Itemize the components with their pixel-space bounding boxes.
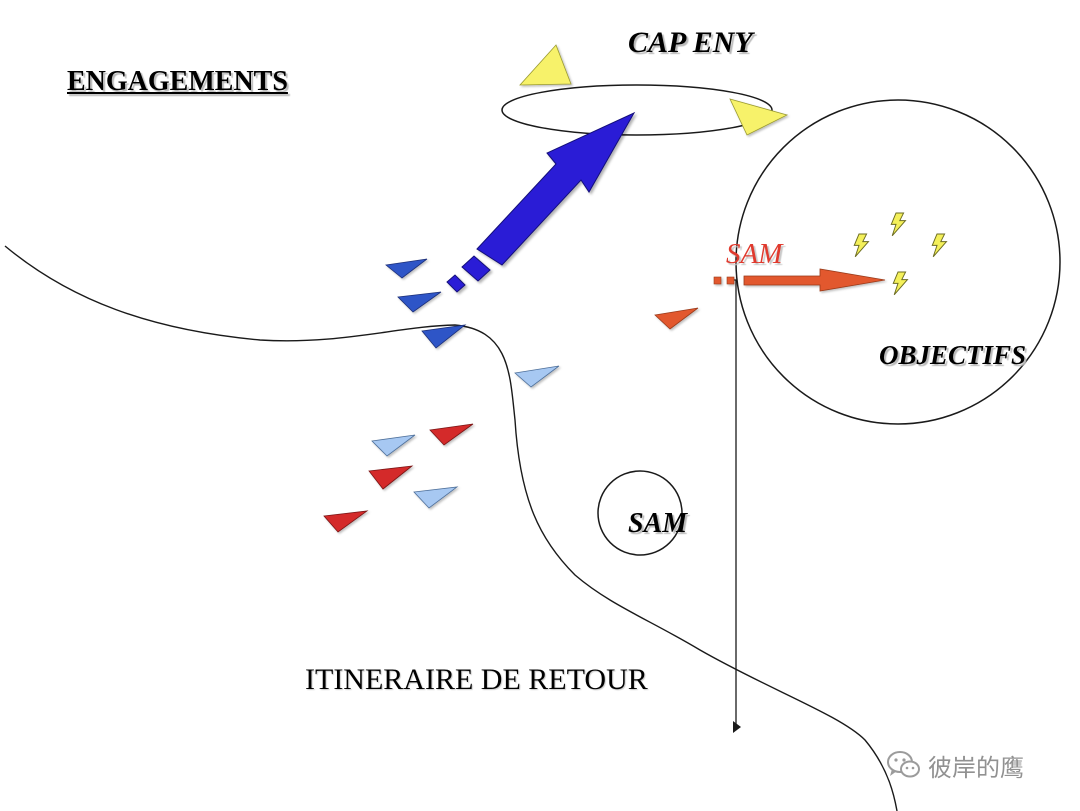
hostile-aircraft bbox=[323, 510, 369, 533]
friendly-aircraft bbox=[385, 258, 428, 279]
return-route-arrowhead bbox=[733, 721, 741, 733]
friendly-aircraft-light bbox=[514, 365, 560, 388]
sam-site-label: SAM bbox=[628, 508, 688, 539]
page-title: ENGAGEMENTS bbox=[67, 66, 288, 97]
lightning-bolt-icon bbox=[892, 271, 909, 296]
hostile-aircraft bbox=[368, 465, 414, 490]
sam-threat-arrow-dash bbox=[726, 276, 735, 285]
watermark-text: 彼岸的鹰 bbox=[928, 753, 1024, 782]
sam-threat-arrow bbox=[713, 268, 886, 292]
friendly-aircraft-light bbox=[371, 434, 416, 457]
attack-arrow-dash bbox=[461, 255, 491, 282]
friendly-aircraft bbox=[397, 291, 442, 313]
sam-threat-arrow-body bbox=[743, 268, 886, 292]
lightning-bolt-icon bbox=[853, 233, 870, 258]
sam-site-circle bbox=[597, 470, 683, 556]
lightning-bolt-icon bbox=[890, 212, 907, 237]
attack-arrow-body bbox=[476, 111, 636, 266]
hostile-aircraft bbox=[429, 423, 474, 446]
friendly-escort bbox=[371, 365, 560, 509]
enemy-cap-aircraft bbox=[519, 44, 572, 86]
friendly-aircraft bbox=[421, 324, 467, 349]
sam-aircraft bbox=[654, 307, 699, 330]
objectives-label: OBJECTIFS bbox=[879, 340, 1027, 370]
sam-threat-label: SAM bbox=[726, 238, 783, 270]
hostile-fighters bbox=[323, 423, 474, 533]
cap-orbit-ellipse bbox=[501, 84, 773, 136]
enemy-cap-aircraft bbox=[729, 98, 789, 136]
lightning-bolt-icon bbox=[931, 233, 948, 258]
attack-arrow bbox=[446, 111, 636, 293]
wechat-icon bbox=[887, 751, 920, 778]
sam-threat-arrow-dash bbox=[713, 276, 722, 285]
friendly-strike-package bbox=[385, 258, 467, 349]
cap-eny-label: CAP ENY bbox=[628, 26, 753, 59]
attack-arrow-dash bbox=[446, 274, 466, 293]
watermark: 彼岸的鹰 bbox=[886, 745, 1024, 785]
friendly-aircraft-light bbox=[413, 486, 459, 509]
return-route-label: ITINERAIRE DE RETOUR bbox=[305, 663, 648, 696]
objective-zone-circle bbox=[735, 99, 1061, 425]
return-route-line bbox=[732, 279, 737, 727]
front-line bbox=[4, 245, 898, 811]
strike-bolts bbox=[853, 212, 948, 296]
